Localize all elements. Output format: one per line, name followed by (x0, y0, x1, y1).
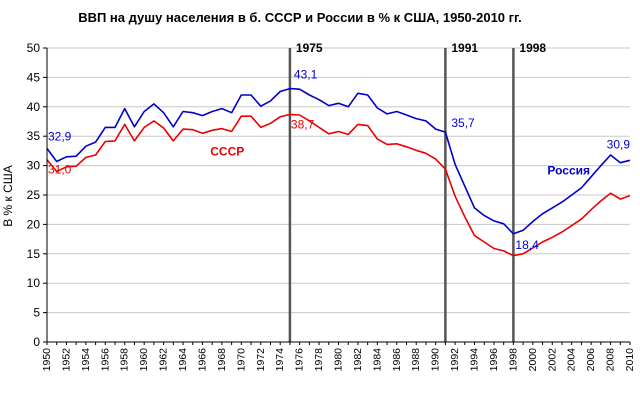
series-line (46, 87, 631, 235)
vertical-markers: 1975 1991 1998 (288, 41, 546, 342)
vertical-marker-label: 1975 (296, 41, 323, 55)
x-tick-label: 1970 (235, 348, 247, 372)
x-tick-label: 1976 (294, 348, 306, 372)
series-lines (46, 87, 631, 257)
x-tick-label: 1996 (488, 348, 500, 372)
y-tick-label: 25 (27, 188, 41, 202)
x-tick-label: 2000 (527, 348, 539, 372)
x-tick-label: 1964 (177, 348, 189, 372)
x-tick-label: 1954 (80, 348, 92, 372)
x-tick-label: 2008 (605, 348, 617, 372)
y-tick-label: 40 (27, 100, 41, 114)
x-tick-label: 1982 (352, 348, 364, 372)
x-tick-label: 1958 (119, 348, 131, 372)
series-line (46, 113, 631, 257)
x-tick-label: 1986 (391, 348, 403, 372)
data-label: 31,0 (48, 163, 72, 177)
x-tick-label: 1998 (507, 348, 519, 372)
series-label: СССР (210, 144, 244, 158)
y-tick-label: 45 (27, 70, 41, 84)
chart-title: ВВП на душу населения в б. СССР и России… (78, 10, 522, 25)
x-tick-label: 1984 (371, 348, 383, 372)
y-axis-label: В % к США (1, 165, 15, 227)
x-tick-label: 1978 (313, 348, 325, 372)
x-tick-label: 1990 (430, 348, 442, 372)
data-label: 38,7 (291, 117, 315, 131)
x-tick-label: 1988 (410, 348, 422, 372)
data-label: 18,4 (515, 238, 539, 252)
axes: 0 5 10 15 20 25 30 35 40 45 50 1950 1952 1954 1956 1958… (27, 41, 636, 371)
x-tick-label: 2010 (624, 348, 636, 372)
vertical-marker-label: 1991 (451, 41, 478, 55)
x-tick-label: 1962 (158, 348, 170, 372)
x-tick-label: 2006 (585, 348, 597, 372)
y-tick-label: 15 (27, 247, 41, 261)
x-tick-label: 1980 (333, 348, 345, 372)
x-tick-label: 1972 (255, 348, 267, 372)
data-label: 32,9 (48, 130, 72, 144)
x-tick-label: 2002 (546, 348, 558, 372)
grid (47, 47, 630, 314)
y-tick-label: 20 (27, 217, 41, 231)
y-tick-label: 10 (27, 276, 41, 290)
x-tick-label: 1950 (41, 348, 53, 372)
x-tick-label: 1966 (196, 348, 208, 372)
data-label: 43,1 (294, 68, 318, 82)
x-tick-label: 2004 (566, 348, 578, 372)
series-label: Россия (547, 163, 590, 177)
x-tick-label: 1992 (449, 348, 461, 372)
x-tick-label: 1968 (216, 348, 228, 372)
x-tick-label: 1956 (99, 348, 111, 372)
x-tick-label: 1994 (469, 348, 481, 372)
y-tick-label: 0 (33, 335, 40, 349)
y-tick-label: 50 (27, 41, 41, 55)
y-tick-label: 5 (33, 306, 40, 320)
data-label: 30,9 (607, 137, 631, 151)
data-label: 35,7 (451, 116, 475, 130)
x-tick-label: 1960 (138, 348, 150, 372)
y-tick-label: 35 (27, 129, 41, 143)
x-tick-label: 1974 (274, 348, 286, 372)
y-tick-label: 30 (27, 159, 41, 173)
labels: 32,9 31,0 43,1 38,7 35,7 18,4 30,9 Россия СССР (48, 68, 630, 252)
vertical-marker-label: 1998 (519, 41, 546, 55)
x-tick-label: 1952 (60, 348, 72, 372)
